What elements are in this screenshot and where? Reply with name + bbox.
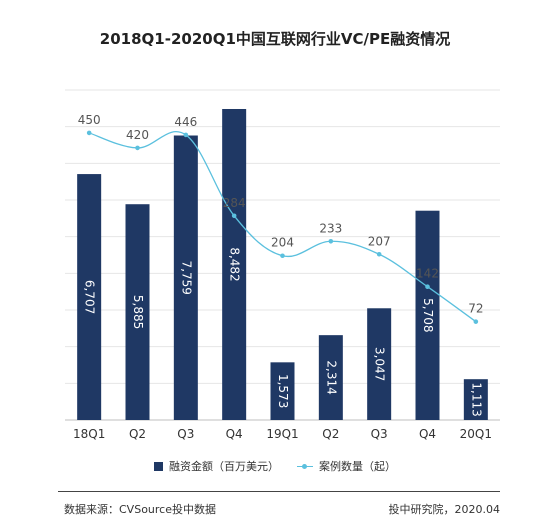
x-tick-label: Q3 <box>371 427 388 441</box>
line-path <box>88 131 477 323</box>
x-tick-label: Q2 <box>322 427 339 441</box>
x-tick-label: 20Q1 <box>460 427 492 441</box>
line-value-label: 284 <box>223 196 246 210</box>
line-point <box>425 284 430 290</box>
x-axis: 18Q1 Q2 Q3 Q4 19Q1 Q2 Q3 Q4 20Q1 <box>73 427 492 441</box>
line-point <box>231 213 237 219</box>
bar <box>173 135 198 420</box>
bar <box>463 379 488 420</box>
line-value-label: 142 <box>416 267 439 281</box>
line-value-label: 420 <box>126 128 149 142</box>
line-value-labels: 450 420 446 284 204 233 207 142 72 <box>78 113 484 316</box>
x-tick-label: 19Q1 <box>266 427 298 441</box>
bar <box>270 362 295 420</box>
line-value-label: 446 <box>174 115 197 129</box>
bar-value-label: 1,113 <box>469 382 483 416</box>
x-tick-label: Q4 <box>419 427 436 441</box>
data-source: 数据来源：CVSource投中数据 <box>64 503 216 516</box>
legend-bar-swatch <box>154 461 163 471</box>
bar-value-label: 2,314 <box>324 360 338 394</box>
line-point <box>86 130 92 136</box>
line-value-label: 450 <box>78 113 101 127</box>
legend-line-label: 案例数量（起） <box>319 460 396 473</box>
bar-value-label: 7,759 <box>179 261 193 295</box>
bar <box>367 308 392 420</box>
line-value-label: 72 <box>468 302 483 316</box>
line-value-label: 207 <box>368 234 391 248</box>
bar <box>125 204 150 420</box>
credit: 投中研究院，2020.04 <box>388 503 501 516</box>
line-value-label: 204 <box>271 236 294 250</box>
bar-value-label: 5,885 <box>131 295 145 329</box>
x-tick-label: Q2 <box>129 427 146 441</box>
bar <box>222 108 247 420</box>
line-point <box>135 145 140 151</box>
bar-value-label: 6,707 <box>83 280 97 314</box>
line-value-label: 233 <box>319 221 342 235</box>
bar-value-label: 5,708 <box>421 298 435 332</box>
legend: 融资金额（百万美元） 案例数量（起） <box>0 458 550 474</box>
line-point <box>328 238 334 244</box>
bar-value-label: 8,482 <box>228 247 242 281</box>
x-tick-label: Q3 <box>177 427 194 441</box>
line-point <box>183 132 189 138</box>
bar <box>318 335 343 420</box>
legend-item-count: 案例数量（起） <box>297 458 396 474</box>
bar-value-label: 1,573 <box>276 374 290 408</box>
line-point <box>280 253 285 259</box>
line-point <box>376 251 382 257</box>
legend-bar-label: 融资金额（百万美元） <box>169 460 279 473</box>
legend-item-amount: 融资金额（百万美元） <box>154 458 279 474</box>
x-tick-label: Q4 <box>226 427 243 441</box>
bar <box>415 210 440 420</box>
legend-line-swatch <box>297 462 313 471</box>
line-point <box>473 319 479 324</box>
footer-divider <box>58 491 500 492</box>
line-series <box>86 130 479 324</box>
chart-title: 2018Q1-2020Q1中国互联网行业VC/PE融资情况 <box>99 30 451 48</box>
bar-value-label: 3,047 <box>373 347 387 381</box>
bar-value-labels: 6,707 5,885 7,759 8,482 1,573 2,314 3,047 5,708… <box>83 247 484 416</box>
x-tick-label: 18Q1 <box>73 427 105 441</box>
bar-series <box>77 108 488 420</box>
bar <box>77 174 102 420</box>
